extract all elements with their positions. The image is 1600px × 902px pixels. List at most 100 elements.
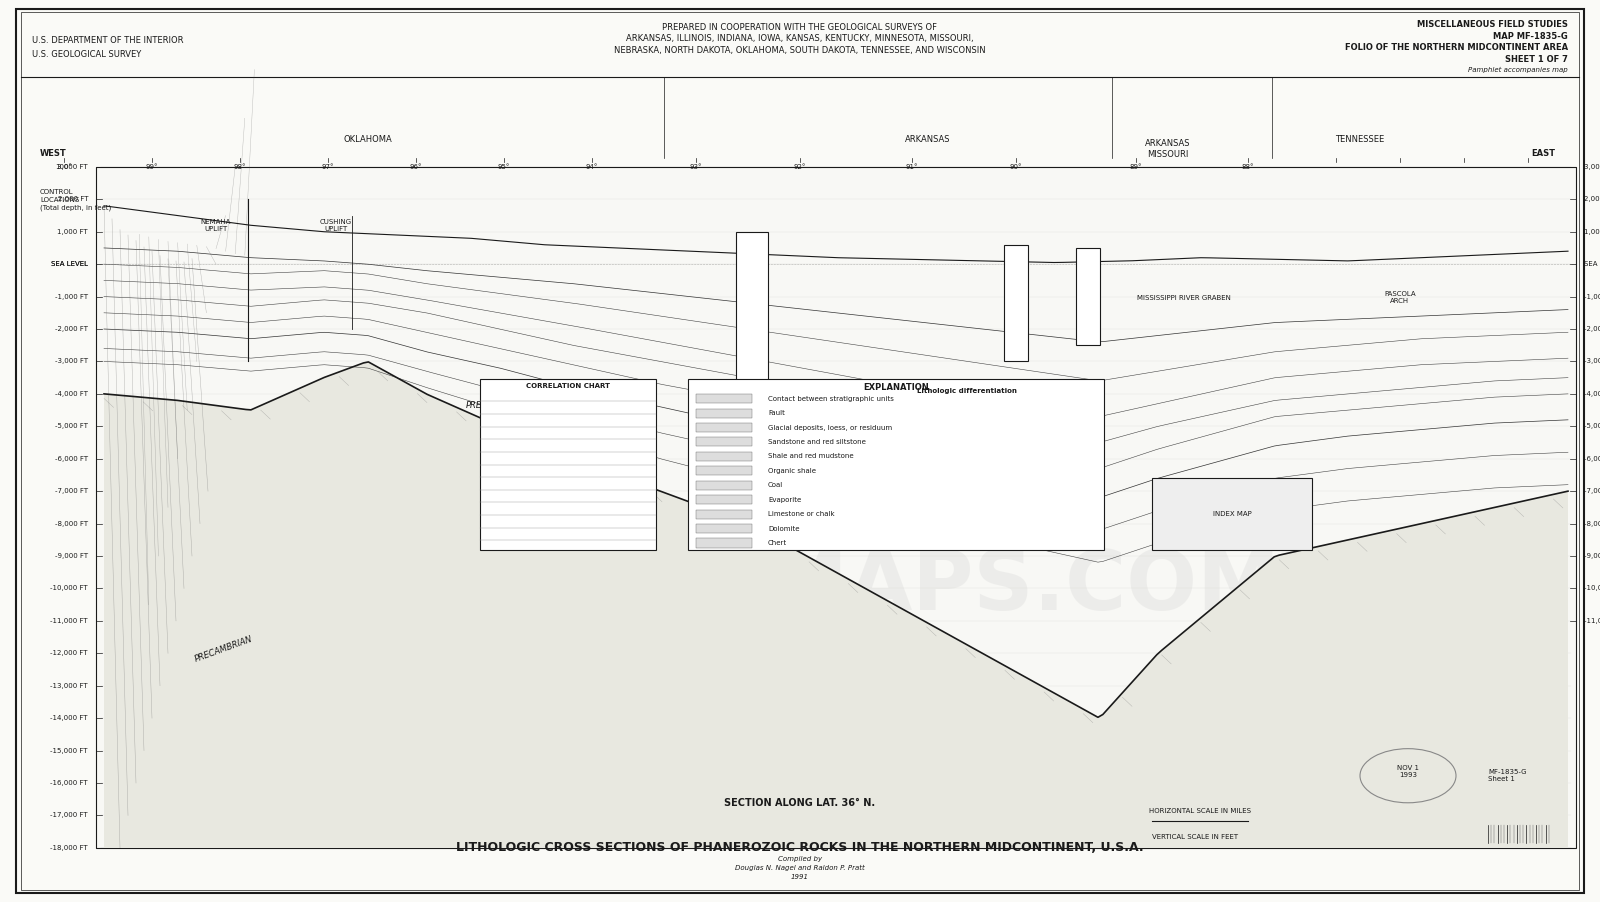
Text: 92°: 92° [794,164,806,170]
Text: CUSHING
UPLIFT: CUSHING UPLIFT [320,219,352,232]
Text: SHEET 1 OF 7: SHEET 1 OF 7 [1506,55,1568,64]
Text: PRECAMBRIAN: PRECAMBRIAN [466,401,526,410]
Text: 1991: 1991 [790,874,810,879]
Text: -4,000 FT: -4,000 FT [1584,391,1600,397]
Text: Glacial deposits, loess, or residuum: Glacial deposits, loess, or residuum [768,425,893,430]
Bar [696,437,752,446]
Text: 95°: 95° [498,164,510,170]
Text: MF-1835-G
Sheet 1: MF-1835-G Sheet 1 [1488,769,1526,782]
Text: 1,000 FT: 1,000 FT [1584,229,1600,235]
Text: SEA LEVEL: SEA LEVEL [51,262,88,267]
Text: -11,000 FT: -11,000 FT [50,618,88,624]
Text: -9,000 FT: -9,000 FT [1584,553,1600,559]
Polygon shape [104,362,1568,848]
Text: 3,000 FT: 3,000 FT [1584,164,1600,170]
Text: SECTION ALONG LAT. 36° N.: SECTION ALONG LAT. 36° N. [725,797,875,808]
Text: 3,000 FT: 3,000 FT [58,164,88,170]
Text: ARKANSAS, ILLINOIS, INDIANA, IOWA, KANSAS, KENTUCKY, MINNESOTA, MISSOURI,: ARKANSAS, ILLINOIS, INDIANA, IOWA, KANSA… [626,34,974,43]
Text: NEBRASKA, NORTH DAKOTA, OKLAHOMA, SOUTH DAKOTA, TENNESSEE, AND WISCONSIN: NEBRASKA, NORTH DAKOTA, OKLAHOMA, SOUTH … [614,46,986,55]
Text: -8,000 FT: -8,000 FT [54,520,88,527]
Text: TENNESSEE: TENNESSEE [1336,135,1384,144]
Bar [480,379,656,550]
Text: EXPLANATION: EXPLANATION [862,383,930,392]
Text: NEMAHA
UPLIFT: NEMAHA UPLIFT [202,219,230,232]
Text: -2,000 FT: -2,000 FT [1584,326,1600,332]
Text: -1,000 FT: -1,000 FT [1584,293,1600,299]
Text: -1,000 FT: -1,000 FT [54,293,88,299]
Bar [696,466,752,475]
Text: FOLIO OF THE NORTHERN MIDCONTINENT AREA: FOLIO OF THE NORTHERN MIDCONTINENT AREA [1346,43,1568,52]
Bar [696,510,752,519]
Text: HISTORICMAPS.COM: HISTORICMAPS.COM [320,546,1280,627]
Text: Lithologic differentiation: Lithologic differentiation [917,388,1016,394]
Text: Coal: Coal [768,483,784,488]
Text: Limestone or chalk: Limestone or chalk [768,511,835,517]
Text: -7,000 FT: -7,000 FT [54,488,88,494]
Text: -10,000 FT: -10,000 FT [50,585,88,592]
Text: 100°: 100° [56,164,72,170]
Text: 91°: 91° [906,164,918,170]
Text: 2,000 FT: 2,000 FT [58,197,88,202]
Bar [1077,248,1101,345]
Bar [696,524,752,533]
Text: Organic shale: Organic shale [768,468,816,474]
Text: -4,000 FT: -4,000 FT [54,391,88,397]
Text: Dolomite: Dolomite [768,526,800,531]
Bar [736,232,768,459]
Text: 93°: 93° [690,164,702,170]
Text: PASCOLA
ARCH: PASCOLA ARCH [1384,291,1416,304]
Text: -14,000 FT: -14,000 FT [51,715,88,722]
Text: 1,000 FT: 1,000 FT [58,229,88,235]
Text: U.S. GEOLOGICAL SURVEY: U.S. GEOLOGICAL SURVEY [32,50,141,59]
Bar [688,379,1104,550]
Text: -6,000 FT: -6,000 FT [1584,456,1600,462]
Text: Contact between stratigraphic units: Contact between stratigraphic units [768,396,894,401]
Text: HORIZONTAL SCALE IN MILES: HORIZONTAL SCALE IN MILES [1149,807,1251,814]
Text: ARKANSAS: ARKANSAS [906,135,950,144]
Text: PREPARED IN COOPERATION WITH THE GEOLOGICAL SURVEYS OF: PREPARED IN COOPERATION WITH THE GEOLOGI… [662,23,938,32]
Text: Chert: Chert [768,540,787,546]
Text: -8,000 FT: -8,000 FT [1584,520,1600,527]
Bar [696,495,752,504]
Text: -15,000 FT: -15,000 FT [51,748,88,753]
Text: CONTROL
LOCATIONS
(Total depth, in feet): CONTROL LOCATIONS (Total depth, in feet) [40,189,112,211]
Bar [696,481,752,490]
Bar [1152,478,1312,550]
Text: -16,000 FT: -16,000 FT [50,780,88,786]
Text: 88°: 88° [1242,164,1254,170]
Text: -5,000 FT: -5,000 FT [54,423,88,429]
Bar [696,423,752,432]
Text: OKLAHOMA: OKLAHOMA [344,135,392,144]
Text: EAST: EAST [1531,149,1555,158]
Bar [696,394,752,403]
Bar [1005,244,1029,362]
Text: U.S. DEPARTMENT OF THE INTERIOR: U.S. DEPARTMENT OF THE INTERIOR [32,36,184,45]
Bar [696,538,752,548]
Text: 97°: 97° [322,164,334,170]
Text: VERTICAL SCALE IN FEET: VERTICAL SCALE IN FEET [1152,834,1238,841]
Bar [96,167,1576,848]
Text: 96°: 96° [410,164,422,170]
Text: -3,000 FT: -3,000 FT [1584,358,1600,364]
Text: Douglas N. Nagel and Raldon P. Pratt: Douglas N. Nagel and Raldon P. Pratt [734,865,866,870]
Text: LITHOLOGIC CROSS SECTIONS OF PHANEROZOIC ROCKS IN THE NORTHERN MIDCONTINENT, U.S: LITHOLOGIC CROSS SECTIONS OF PHANEROZOIC… [456,842,1144,854]
Text: Fault: Fault [768,410,786,416]
Text: -12,000 FT: -12,000 FT [51,650,88,657]
Text: WEST: WEST [40,149,67,158]
Bar [696,409,752,418]
Text: 90°: 90° [1010,164,1022,170]
Text: Shale and red mudstone: Shale and red mudstone [768,454,854,459]
Text: ARKANSAS
MISSOURI: ARKANSAS MISSOURI [1146,139,1190,159]
Text: Evaporite: Evaporite [768,497,802,502]
Text: MISCELLANEOUS FIELD STUDIES: MISCELLANEOUS FIELD STUDIES [1418,20,1568,29]
Text: INDEX MAP: INDEX MAP [1213,511,1251,517]
Text: -17,000 FT: -17,000 FT [50,813,88,818]
Text: Compiled by: Compiled by [778,856,822,861]
Text: -7,000 FT: -7,000 FT [1584,488,1600,494]
Text: SEA LEVEL: SEA LEVEL [1584,262,1600,267]
Text: CORRELATION CHART: CORRELATION CHART [526,383,610,390]
Text: 2,000 FT: 2,000 FT [1584,197,1600,202]
Text: MAP MF-1835-G: MAP MF-1835-G [1493,32,1568,41]
Text: -5,000 FT: -5,000 FT [1584,423,1600,429]
Text: -18,000 FT: -18,000 FT [50,845,88,851]
